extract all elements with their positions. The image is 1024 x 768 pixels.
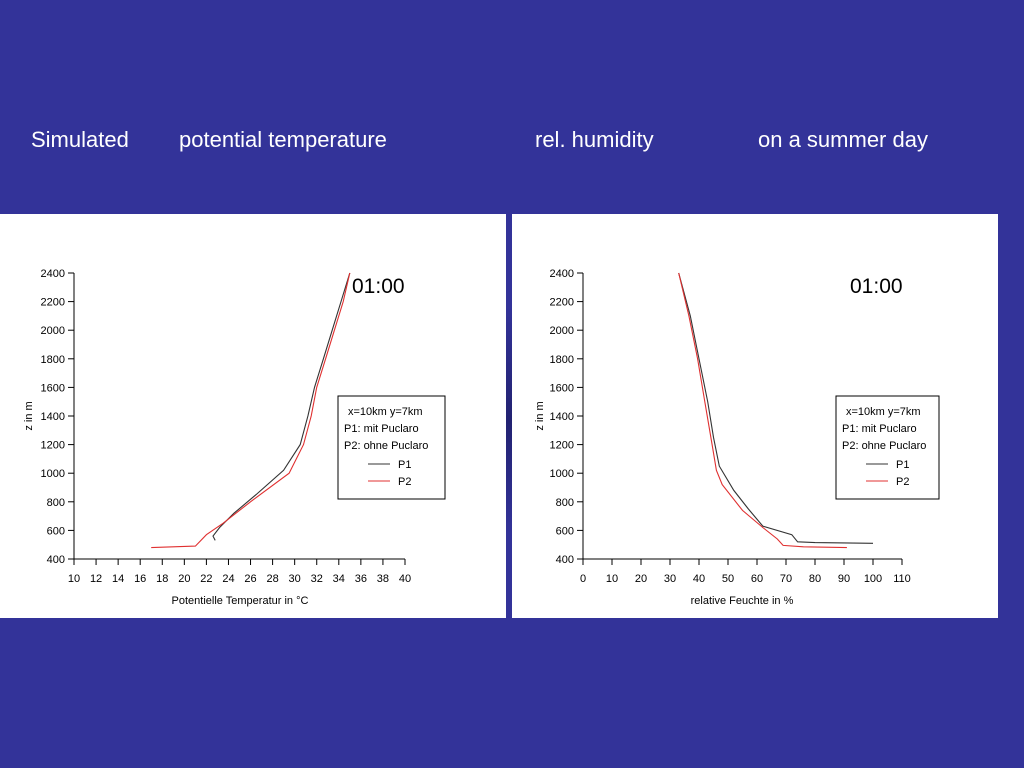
time-label: 01:00 [352,275,405,298]
x-tick-label: 10 [68,573,80,585]
x-tick-label: 0 [580,573,586,585]
y-tick-label: 1400 [550,411,574,423]
series-line-p2 [151,272,351,549]
x-tick-label: 26 [244,573,256,585]
legend-header-line: P2: ohne Puclaro [344,440,428,452]
legend-header-line: x=10km y=7km [846,406,921,418]
legend-label-p1: P1 [896,459,909,471]
slide-title: Simulated potential temperature rel. hum… [0,124,1024,158]
y-tick-label: 1200 [550,440,574,452]
y-tick-label: 2000 [550,325,574,337]
title-part-potential-temperature: potential temperature [179,127,387,152]
x-tick-label: 30 [289,573,301,585]
y-tick-label: 1000 [41,468,65,480]
y-tick-label: 400 [47,554,65,566]
y-tick-label: 800 [556,497,574,509]
x-tick-label: 16 [134,573,146,585]
x-tick-label: 22 [200,573,212,585]
title-part-rel-humidity: rel. humidity [535,127,654,152]
series-line-p2 [678,272,847,549]
title-part-summer-day: on a summer day [758,127,928,152]
x-tick-label: 40 [399,573,411,585]
y-tick-label: 2200 [41,297,65,309]
title-part-simulated: Simulated [31,127,129,152]
x-tick-label: 100 [864,573,882,585]
y-tick-label: 1400 [41,411,65,423]
y-tick-label: 1000 [550,468,574,480]
y-tick-label: 2400 [550,268,574,280]
x-tick-label: 60 [751,573,763,585]
x-tick-label: 14 [112,573,124,585]
x-tick-label: 70 [780,573,792,585]
y-tick-label: 2200 [550,297,574,309]
legend-box [835,395,940,500]
x-tick-label: 10 [606,573,618,585]
y-axis-label: z in m [534,401,546,430]
legend-label-p2: P2 [398,476,411,488]
x-tick-label: 30 [664,573,676,585]
x-tick-label: 38 [377,573,389,585]
x-tick-label: 40 [693,573,705,585]
y-tick-label: 1200 [41,440,65,452]
humidity-chart: 0 10 20 30 40 50 60 70 80 90 100 110 400 600 800 1000 12… [534,268,940,607]
x-axis-label: relative Feuchte in % [691,595,794,607]
legend-header-line: P2: ohne Puclaro [842,440,926,452]
x-tick-label: 80 [809,573,821,585]
legend-box [337,395,446,500]
y-tick-label: 600 [47,525,65,537]
humidity-chart-panel: 0 10 20 30 40 50 60 70 80 90 100 110 400 600 800 1000 12… [512,214,998,618]
x-tick-label: 36 [355,573,367,585]
time-label: 01:00 [850,275,903,298]
y-tick-label: 1600 [550,382,574,394]
y-tick-label: 1800 [41,354,65,366]
x-tick-label: 18 [156,573,168,585]
y-tick-label: 1800 [550,354,574,366]
x-tick-label: 90 [838,573,850,585]
temperature-chart: 10 12 14 16 18 20 22 24 26 28 30 32 34 36 38 40 400 600 80… [23,268,446,607]
legend-label-p1: P1 [398,459,411,471]
y-tick-label: 600 [556,525,574,537]
legend-header-line: x=10km y=7km [348,406,423,418]
legend-header-line: P1: mit Puclaro [344,423,419,435]
series-line-p1 [678,272,874,544]
x-tick-label: 110 [893,573,911,585]
x-tick-label: 34 [333,573,345,585]
series-line-p1 [212,272,351,541]
x-tick-label: 24 [222,573,234,585]
y-tick-label: 2400 [41,268,65,280]
x-tick-label: 12 [90,573,102,585]
temperature-chart-panel: 10 12 14 16 18 20 22 24 26 28 30 32 34 36 38 40 400 600 80… [0,214,506,618]
x-tick-label: 20 [635,573,647,585]
y-tick-label: 400 [556,554,574,566]
x-tick-label: 28 [266,573,278,585]
x-tick-label: 20 [178,573,190,585]
legend-label-p2: P2 [896,476,909,488]
x-axis-label: Potentielle Temperatur in °C [172,595,309,607]
x-tick-label: 50 [722,573,734,585]
x-tick-label: 32 [311,573,323,585]
legend-header-line: P1: mit Puclaro [842,423,917,435]
y-axis-label: z in m [23,401,35,430]
y-tick-label: 2000 [41,325,65,337]
y-tick-label: 800 [47,497,65,509]
y-tick-label: 1600 [41,382,65,394]
